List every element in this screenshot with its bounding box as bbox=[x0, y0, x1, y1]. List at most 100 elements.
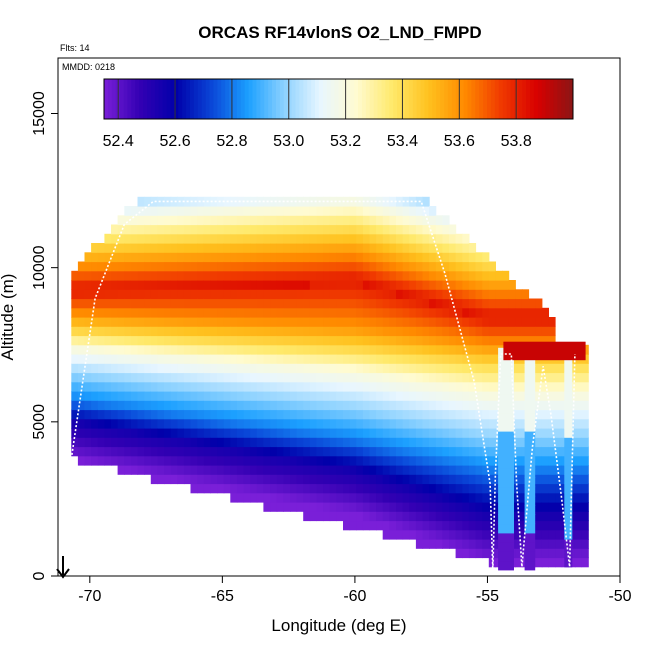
heatmap-cell bbox=[455, 252, 463, 263]
heatmap-cell bbox=[197, 455, 205, 466]
heatmap-cell bbox=[309, 317, 317, 327]
heatmap-cell bbox=[217, 381, 225, 392]
heatmap-cell bbox=[462, 354, 470, 364]
heatmap-cell bbox=[190, 428, 198, 438]
heatmap-cell bbox=[396, 492, 404, 503]
heatmap-cell bbox=[555, 363, 563, 374]
heatmap-cell bbox=[429, 409, 437, 420]
heatmap-cell bbox=[442, 446, 450, 457]
heatmap-cell bbox=[422, 354, 430, 364]
heatmap-cell bbox=[250, 363, 258, 374]
heatmap-cell bbox=[170, 372, 178, 383]
heatmap-cell bbox=[482, 381, 490, 392]
heatmap-cell bbox=[243, 252, 251, 263]
heatmap-cell bbox=[283, 502, 291, 512]
heatmap-cell bbox=[71, 409, 79, 420]
heatmap-cell bbox=[382, 335, 390, 346]
heatmap-cell bbox=[369, 400, 377, 411]
heatmap-cell bbox=[210, 233, 218, 244]
heatmap-cell bbox=[190, 224, 198, 235]
heatmap-cell bbox=[389, 196, 397, 207]
heatmap-cell bbox=[183, 363, 192, 374]
heatmap-cell bbox=[535, 307, 543, 318]
heatmap-cell bbox=[409, 196, 417, 207]
heatmap-cell bbox=[449, 502, 457, 512]
colorbar-swatch bbox=[498, 79, 504, 119]
heatmap-cell bbox=[329, 437, 337, 448]
heatmap-cell bbox=[435, 455, 443, 466]
heatmap-cell bbox=[336, 492, 344, 503]
heatmap-cell bbox=[256, 243, 264, 253]
heatmap-cell bbox=[303, 409, 311, 420]
colorbar-swatch bbox=[322, 79, 328, 119]
heatmap-cell bbox=[183, 446, 192, 457]
heatmap-cell bbox=[455, 474, 463, 485]
heatmap-cell bbox=[263, 298, 271, 309]
heatmap-cell bbox=[111, 289, 119, 300]
heatmap-cell bbox=[203, 335, 211, 346]
heatmap-cell bbox=[250, 206, 258, 216]
heatmap-cell bbox=[230, 224, 238, 235]
heatmap-cell bbox=[429, 418, 437, 429]
heatmap-cell bbox=[409, 483, 417, 494]
heatmap-cell bbox=[256, 437, 264, 448]
heatmap-cell bbox=[309, 224, 317, 235]
heatmap-cell bbox=[482, 483, 490, 494]
heatmap-cell bbox=[402, 243, 410, 253]
heatmap-cell bbox=[535, 428, 543, 438]
heatmap-cell bbox=[283, 307, 291, 318]
heatmap-cell bbox=[415, 298, 424, 309]
heatmap-cell bbox=[521, 326, 530, 337]
heatmap-cell bbox=[290, 465, 298, 475]
heatmap-cell bbox=[502, 307, 510, 318]
heatmap-cell bbox=[303, 280, 311, 290]
heatmap-cell bbox=[250, 483, 258, 494]
heatmap-cell bbox=[263, 418, 271, 429]
heatmap-cell bbox=[541, 455, 549, 466]
colorbar-swatch bbox=[283, 79, 289, 119]
heatmap-cell bbox=[508, 326, 516, 337]
heatmap-cell bbox=[276, 372, 284, 383]
heatmap-cell bbox=[541, 446, 549, 457]
heatmap-cell bbox=[488, 400, 496, 411]
heatmap-cell bbox=[581, 465, 589, 475]
heatmap-cell bbox=[270, 492, 278, 503]
heatmap-cell bbox=[236, 270, 245, 281]
heatmap-cell bbox=[524, 440, 536, 451]
heatmap-cell bbox=[435, 335, 443, 346]
heatmap-cell bbox=[422, 289, 430, 300]
heatmap-cell bbox=[243, 224, 251, 235]
heatmap-cell bbox=[369, 511, 377, 522]
heatmap-cell bbox=[91, 252, 99, 263]
heatmap-cell bbox=[482, 344, 490, 355]
heatmap-cell bbox=[574, 409, 583, 420]
heatmap-cell bbox=[482, 474, 490, 485]
heatmap-cell bbox=[210, 326, 218, 337]
colorbar-swatch bbox=[119, 79, 124, 119]
heatmap-cell bbox=[541, 335, 549, 346]
heatmap-cell bbox=[435, 363, 443, 374]
heatmap-cell bbox=[356, 511, 364, 522]
heatmap-cell bbox=[91, 261, 99, 272]
heatmap-cell bbox=[482, 280, 490, 290]
heatmap-cell bbox=[217, 335, 225, 346]
heatmap-cell bbox=[117, 335, 125, 346]
heatmap-cell bbox=[382, 233, 390, 244]
heatmap-cell bbox=[535, 465, 543, 475]
heatmap-cell bbox=[183, 298, 192, 309]
heatmap-cell bbox=[376, 381, 384, 392]
heatmap-cell bbox=[236, 224, 245, 235]
heatmap-cell bbox=[210, 381, 218, 392]
heatmap-cell bbox=[203, 418, 211, 429]
heatmap-cell bbox=[263, 381, 271, 392]
heatmap-cell bbox=[137, 215, 145, 226]
colorbar-swatch bbox=[127, 79, 132, 119]
heatmap-cell bbox=[150, 437, 158, 448]
heatmap-cell bbox=[468, 400, 477, 411]
heatmap-cell bbox=[230, 428, 238, 438]
heatmap-cell bbox=[475, 446, 483, 457]
heatmap-cell bbox=[524, 366, 536, 377]
heatmap-cell bbox=[296, 428, 304, 438]
heatmap-cell bbox=[488, 335, 496, 346]
heatmap-cell bbox=[389, 261, 397, 272]
